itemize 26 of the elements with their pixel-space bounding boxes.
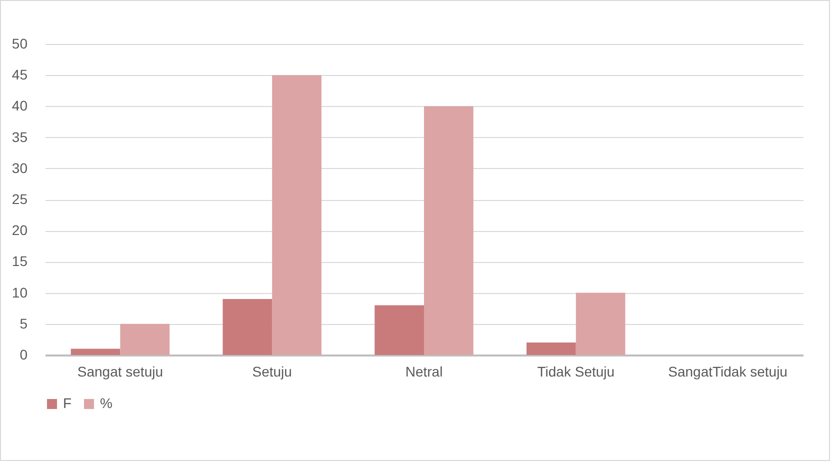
bar: [70, 348, 120, 355]
bar: [120, 324, 170, 355]
x-tick-label: SangatTidak setuju: [668, 364, 788, 380]
bar: [576, 292, 626, 355]
y-tick-label: 10: [12, 284, 28, 300]
y-tick-label: 40: [12, 98, 28, 114]
bar: [526, 342, 576, 355]
y-tick-label: 15: [12, 253, 28, 270]
legend-label: %: [100, 395, 112, 411]
x-tick-label: Netral: [405, 364, 443, 380]
legend-label: F: [63, 395, 72, 411]
y-tick-label: 5: [20, 315, 28, 332]
y-tick-label: 50: [12, 36, 28, 52]
y-tick-label: 35: [12, 128, 28, 145]
bar: [374, 305, 424, 355]
bar: [424, 106, 474, 355]
x-tick-label: Tidak Setuju: [537, 364, 615, 380]
y-tick-label: 45: [12, 66, 28, 83]
x-tick-label: Sangat setuju: [77, 364, 164, 380]
bar: [222, 299, 272, 355]
y-tick-label: 30: [12, 160, 28, 176]
y-tick-label: 20: [12, 222, 28, 238]
bar: [272, 75, 322, 355]
x-tick-label: Setuju: [252, 364, 292, 380]
y-tick-label: 25: [12, 191, 28, 207]
y-tick-label: 0: [20, 346, 28, 362]
